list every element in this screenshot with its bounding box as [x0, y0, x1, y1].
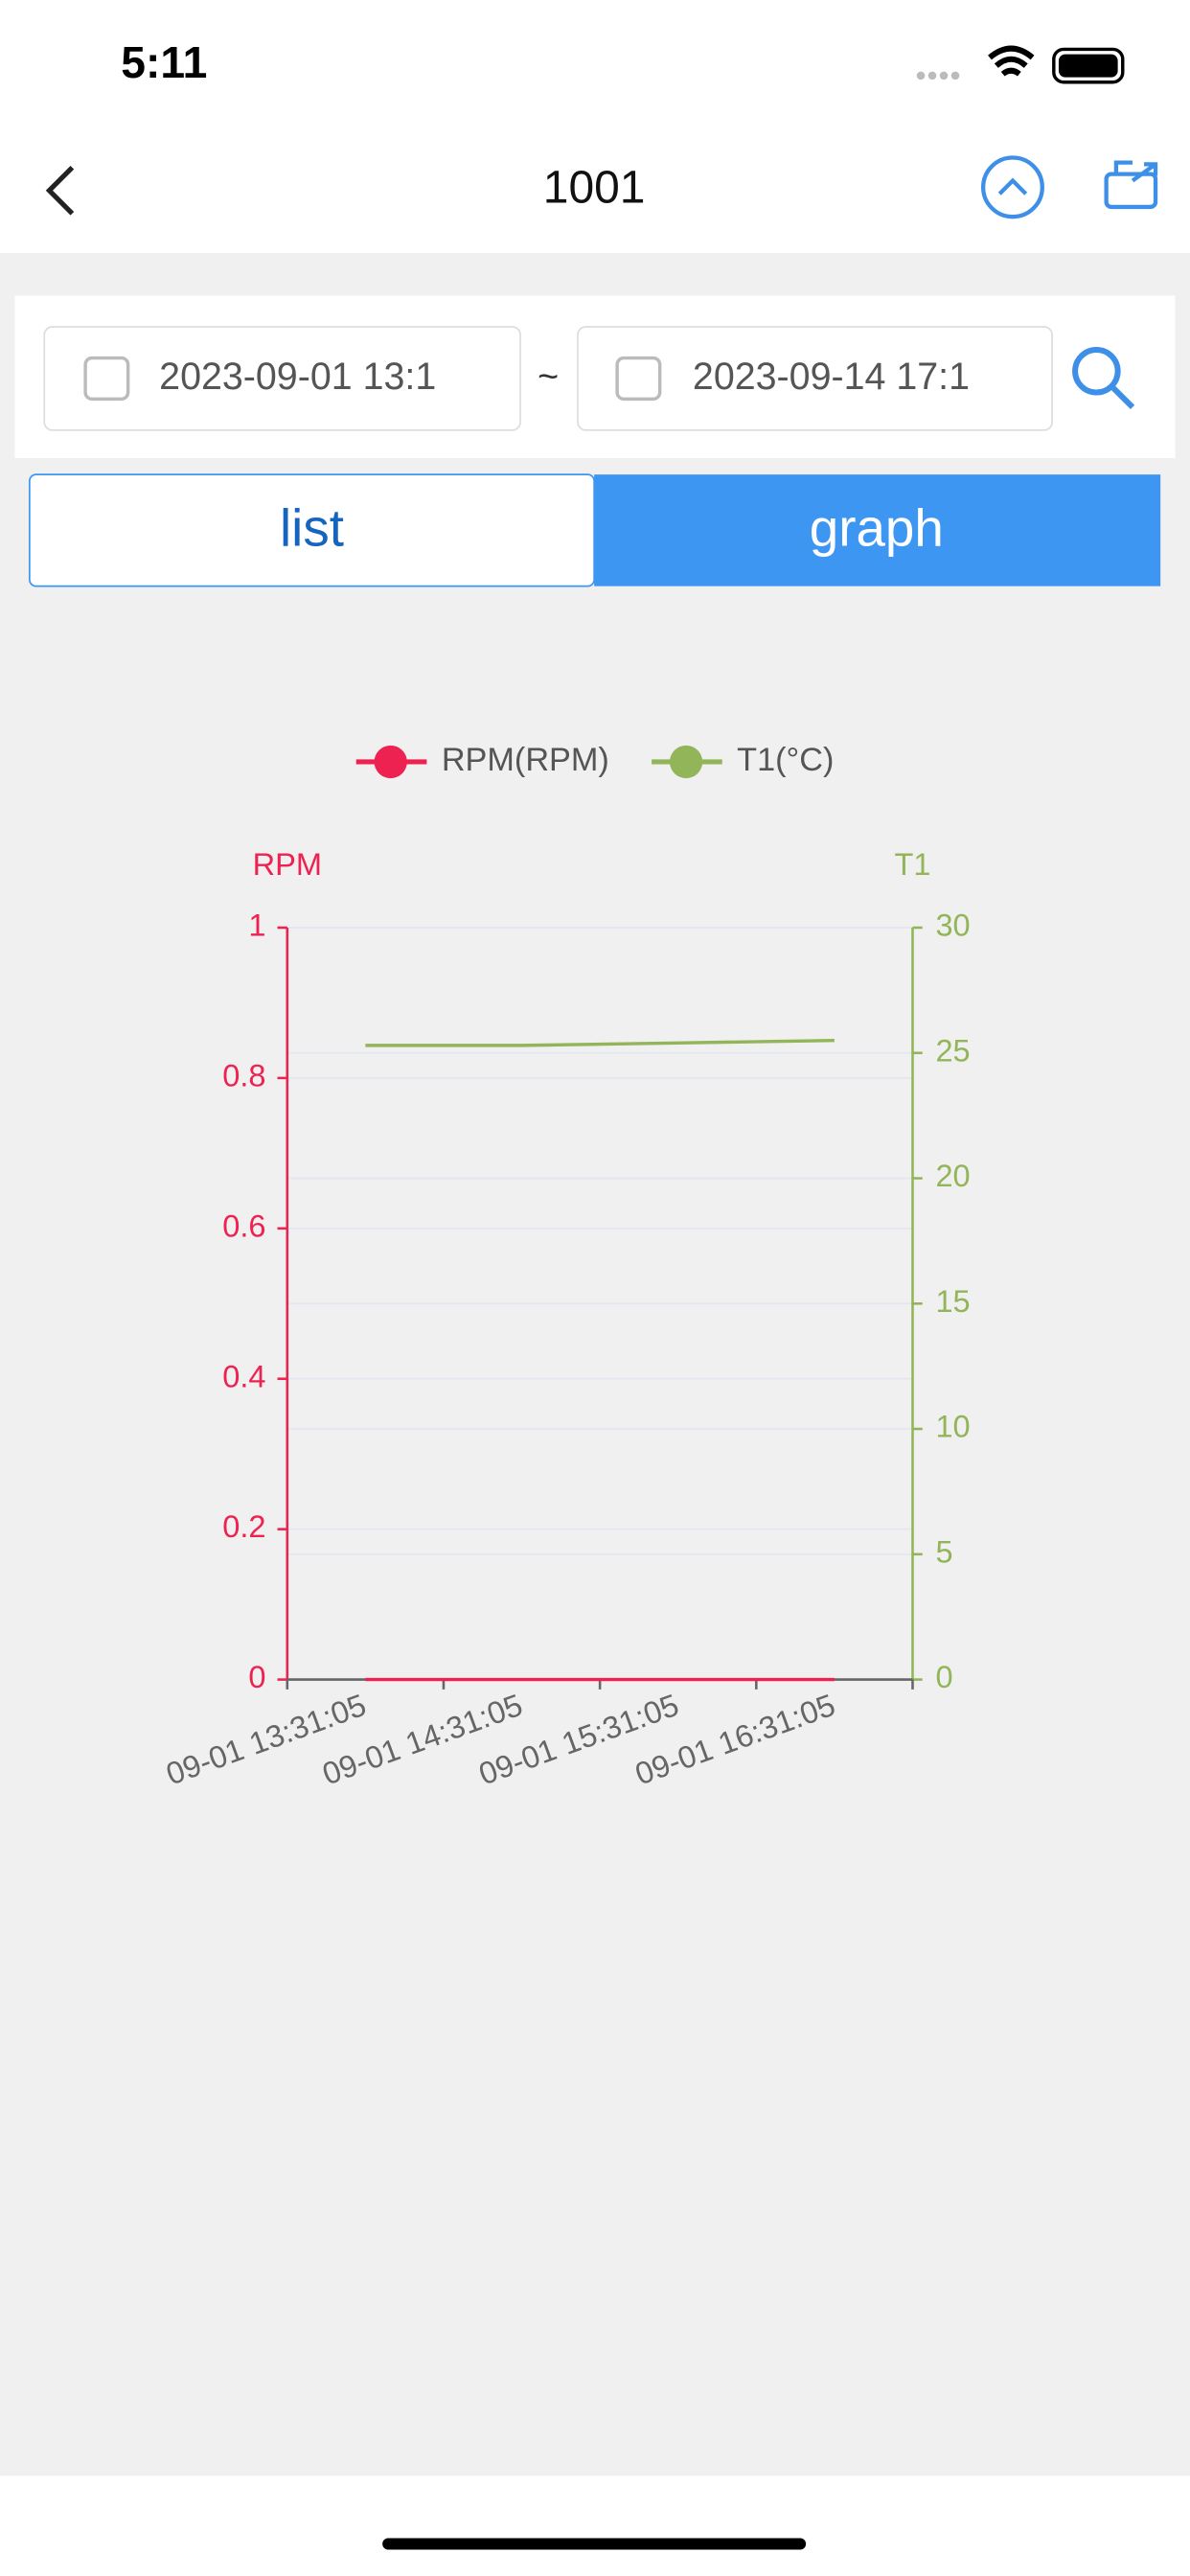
start-date: 2023-09-01 13:1	[159, 356, 436, 398]
end-date: 2023-09-14 17:1	[693, 356, 970, 398]
y-tick-label: 0	[248, 1660, 265, 1694]
tab-label: list	[280, 498, 344, 558]
y2-tick-label: 20	[935, 1159, 970, 1193]
range-separator: ~	[538, 356, 559, 397]
legend-marker[interactable]	[374, 745, 407, 779]
y2-tick-label: 0	[935, 1660, 952, 1694]
y-tick-label: 0.8	[222, 1058, 265, 1092]
page-title: 1001	[543, 162, 646, 213]
y2-tick-label: 25	[935, 1033, 970, 1068]
back-button[interactable]	[45, 165, 75, 216]
y-tick-label: 1	[248, 908, 265, 943]
legend-label[interactable]: T1(°C)	[737, 742, 834, 778]
bottom-bar	[0, 2475, 1190, 2576]
scroll-top-button[interactable]	[981, 155, 1044, 219]
tab-label: graph	[810, 498, 944, 558]
legend-marker[interactable]	[669, 745, 703, 779]
calendar-icon	[83, 356, 130, 402]
graph-tab[interactable]	[594, 474, 1161, 586]
y2-tick-label: 10	[935, 1410, 970, 1444]
y-axis-title: RPM	[253, 847, 322, 882]
start-date-input[interactable]	[43, 326, 521, 431]
y2-axis-title: T1	[895, 847, 931, 882]
calendar-icon	[615, 356, 662, 402]
export-button[interactable]	[1104, 160, 1158, 210]
search-button[interactable]	[1072, 346, 1135, 410]
y-tick-label: 0.6	[222, 1208, 265, 1243]
home-indicator	[382, 2538, 807, 2550]
y2-tick-label: 15	[935, 1284, 970, 1319]
y2-tick-label: 5	[935, 1534, 952, 1569]
legend-label[interactable]: RPM(RPM)	[442, 742, 609, 778]
y2-tick-label: 30	[935, 908, 970, 943]
y-tick-label: 0.4	[222, 1359, 265, 1393]
status-time: 5:11	[121, 37, 207, 87]
status-icons	[916, 45, 1125, 84]
series-line	[365, 1038, 835, 1047]
end-date-input[interactable]	[577, 326, 1053, 431]
y-tick-label: 0.2	[222, 1509, 265, 1544]
